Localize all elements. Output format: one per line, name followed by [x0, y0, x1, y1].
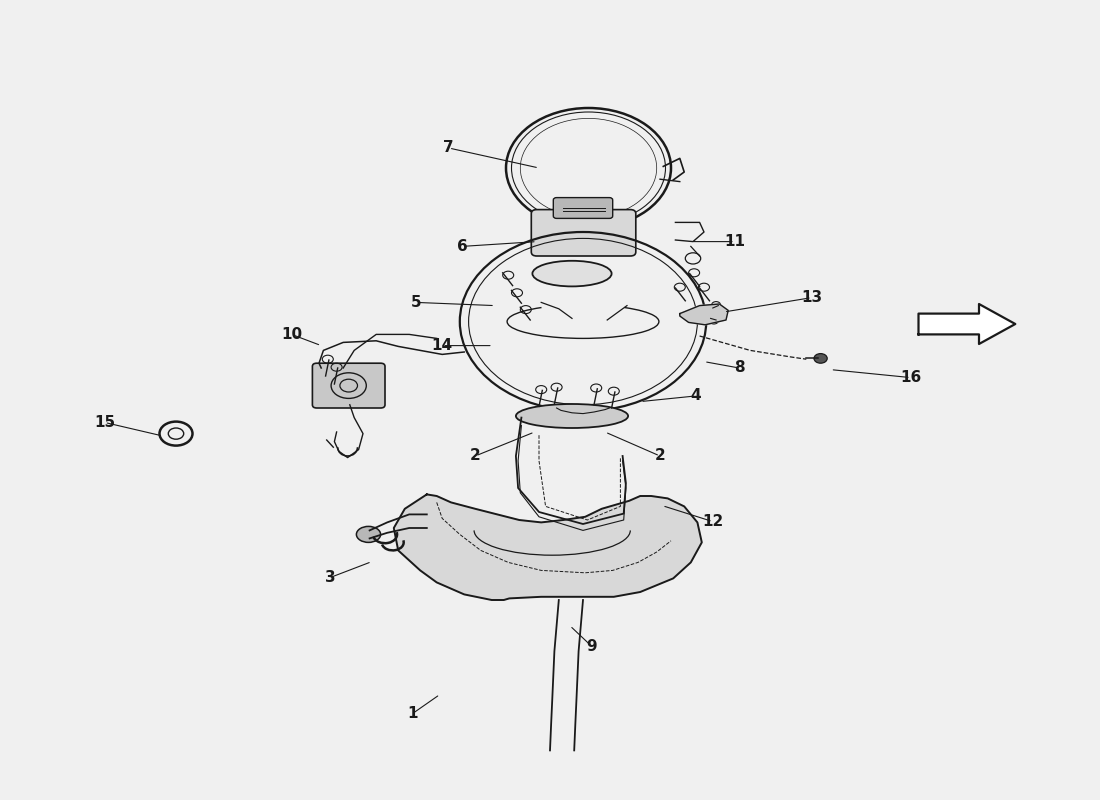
Text: 10: 10 [280, 327, 302, 342]
Polygon shape [680, 304, 728, 325]
Ellipse shape [356, 526, 381, 542]
Text: 13: 13 [801, 290, 823, 305]
Ellipse shape [532, 261, 612, 286]
Text: 4: 4 [690, 389, 701, 403]
Text: 8: 8 [734, 361, 745, 375]
Text: 3: 3 [324, 570, 336, 585]
FancyBboxPatch shape [531, 210, 636, 256]
Polygon shape [918, 304, 1015, 344]
FancyBboxPatch shape [312, 363, 385, 408]
Ellipse shape [516, 404, 628, 428]
Text: 12: 12 [702, 514, 724, 529]
Text: 6: 6 [456, 239, 468, 254]
Text: 5: 5 [410, 295, 421, 310]
Text: 7: 7 [443, 141, 454, 155]
Text: 11: 11 [724, 234, 746, 249]
Text: 14: 14 [431, 338, 453, 353]
Text: 15: 15 [94, 415, 115, 430]
Polygon shape [394, 494, 702, 600]
Text: 16: 16 [900, 370, 922, 385]
Circle shape [814, 354, 827, 363]
Text: 2: 2 [470, 449, 481, 463]
Text: 9: 9 [586, 639, 597, 654]
Text: 1: 1 [407, 706, 418, 721]
FancyBboxPatch shape [553, 198, 613, 218]
Text: 2: 2 [654, 449, 666, 463]
